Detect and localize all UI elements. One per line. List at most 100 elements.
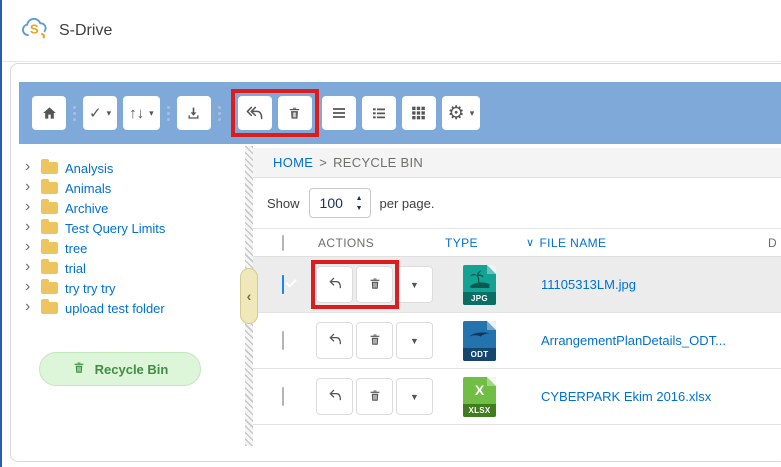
chevron-right-icon[interactable]: › — [25, 298, 31, 315]
folder-label[interactable]: upload test folder — [65, 300, 165, 316]
highlighted-toolbar-group — [230, 89, 319, 137]
row-restore-button[interactable] — [316, 322, 353, 359]
chevron-down-icon: ▾ — [149, 107, 154, 118]
chevron-right-icon[interactable]: › — [25, 178, 31, 195]
detail-view-icon — [371, 106, 387, 120]
folder-label[interactable]: tree — [65, 240, 88, 256]
file-name-link[interactable]: CYBERPARK Ekim 2016.xlsx — [541, 389, 712, 404]
recycle-bin-button[interactable]: Recycle Bin — [39, 352, 201, 386]
jpg-file-icon: JPG — [463, 264, 496, 305]
sidebar-folder-upload-test-folder[interactable]: › upload test folder — [25, 298, 245, 318]
sidebar-folder-animals[interactable]: › Animals — [25, 178, 245, 198]
table-row[interactable]: ▼ ODT ArrangementPlanDetails_ODT... — [253, 313, 781, 369]
page-size-stepper[interactable]: 100 ▲ ▼ — [308, 188, 371, 218]
table-header-row: ACTIONS TYPE ∨ FILE NAME D — [253, 229, 781, 257]
chevron-right-icon[interactable]: › — [25, 278, 31, 295]
chevron-right-icon[interactable]: › — [25, 238, 31, 255]
detail-view-button[interactable] — [361, 96, 396, 130]
folder-label[interactable]: Analysis — [65, 160, 114, 176]
sidebar-folder-analysis[interactable]: › Analysis — [25, 158, 245, 178]
row-checkbox-checked[interactable] — [282, 274, 284, 294]
stepper-down-icon[interactable]: ▼ — [355, 204, 363, 212]
breadcrumb: HOME > RECYCLE BIN — [253, 148, 781, 178]
caret-down-icon: ▼ — [410, 391, 419, 402]
row-more-actions-button[interactable]: ▼ — [396, 378, 433, 415]
sidebar-folder-tree[interactable]: › tree — [25, 238, 245, 258]
trash-icon — [287, 105, 302, 121]
sidebar-collapse-handle[interactable]: ‹ — [240, 268, 258, 324]
folder-icon — [41, 259, 58, 274]
stepper-up-icon[interactable]: ▲ — [355, 194, 363, 202]
file-name-link[interactable]: ArrangementPlanDetails_ODT... — [541, 333, 726, 348]
odt-file-icon: ODT — [463, 320, 496, 361]
row-delete-button[interactable] — [356, 322, 393, 359]
recycle-bin-label: Recycle Bin — [94, 361, 169, 377]
sort-arrows-icon: ↑↓ — [129, 104, 145, 122]
bird-art — [463, 321, 496, 348]
download-button[interactable] — [176, 96, 211, 130]
pane-resizer[interactable]: ‹ — [240, 146, 258, 446]
sidebar-folder-trial[interactable]: › trial — [25, 258, 245, 278]
column-header-type[interactable]: TYPE — [445, 235, 478, 250]
restore-icon — [327, 332, 343, 349]
folder-icon — [41, 199, 58, 214]
chevron-down-icon: ▾ — [106, 107, 112, 118]
svg-text:S: S — [30, 22, 39, 37]
breadcrumb-home-link[interactable]: HOME — [273, 155, 314, 170]
folder-label[interactable]: try try try — [65, 280, 116, 296]
table-row[interactable]: ▼ X XLSX CYBERPARK Ekim 2016.xlsx — [253, 369, 781, 425]
xlsx-file-icon: X XLSX — [463, 376, 496, 417]
stepper-arrows: ▲ ▼ — [356, 195, 363, 212]
chevron-right-icon[interactable]: › — [25, 258, 31, 275]
restore-icon — [327, 388, 343, 405]
toolbar-separator-dots — [73, 105, 76, 121]
recycle-bin-trash-icon — [72, 360, 86, 378]
sidebar-folder-archive[interactable]: › Archive — [25, 198, 245, 218]
caret-down-icon: ▼ — [410, 335, 419, 346]
chevron-right-icon[interactable]: › — [25, 158, 31, 175]
column-header-file-name[interactable]: FILE NAME — [539, 235, 607, 250]
sdrive-cloud-logo-icon: S — [20, 16, 50, 45]
row-more-actions-button[interactable]: ▼ — [396, 266, 433, 303]
row-more-actions-button[interactable]: ▼ — [396, 322, 433, 359]
row-checkbox[interactable] — [282, 330, 284, 350]
grid-view-button[interactable] — [401, 96, 436, 130]
folder-label[interactable]: Animals — [65, 180, 112, 196]
file-name-link[interactable]: 11105313LM.jpg — [541, 277, 636, 292]
page-size-value[interactable]: 100 — [319, 195, 343, 211]
highlighted-row-actions — [311, 260, 399, 309]
folder-label[interactable]: Test Query Limits — [65, 220, 166, 236]
select-all-dropdown-button[interactable]: ✓ ▾ — [83, 96, 118, 130]
window-edge-strip — [0, 0, 2, 467]
content-area: › Analysis › Animals › Archive › Test Qu… — [11, 144, 781, 461]
row-delete-button[interactable] — [356, 378, 393, 415]
row-checkbox[interactable] — [282, 386, 284, 406]
page-size-row: Show 100 ▲ ▼ per page. — [253, 178, 781, 229]
row-restore-button[interactable] — [316, 378, 353, 415]
gear-icon: ⚙ — [447, 102, 465, 124]
row-delete-button[interactable] — [356, 266, 393, 303]
folder-label[interactable]: Archive — [65, 200, 109, 216]
table-row[interactable]: ▼ JPG 1110531 — [253, 257, 781, 313]
sidebar-folder-try-try-try[interactable]: › try try try — [25, 278, 245, 298]
chevron-right-icon[interactable]: › — [25, 218, 31, 235]
row-restore-button[interactable] — [316, 266, 353, 303]
select-all-checkbox[interactable] — [282, 234, 284, 251]
restore-all-button[interactable] — [237, 96, 272, 130]
list-view-button[interactable] — [321, 96, 356, 130]
home-button[interactable] — [32, 96, 66, 130]
sidebar-folder-test-query-limits[interactable]: › Test Query Limits — [25, 218, 245, 238]
chevron-right-icon[interactable]: › — [25, 198, 31, 215]
folder-label[interactable]: trial — [65, 260, 86, 276]
sort-dropdown-button[interactable]: ↑↓ ▾ — [123, 96, 160, 130]
download-icon — [185, 105, 202, 121]
file-toolbar: ✓ ▾ ↑↓ ▾ — [19, 82, 781, 144]
toolbar-separator-dots — [217, 105, 221, 121]
trash-icon — [368, 332, 382, 350]
chevron-left-icon: ‹ — [246, 288, 252, 304]
chevron-down-icon: ▾ — [469, 107, 475, 118]
page-size-label-before: Show — [267, 195, 300, 211]
folder-icon — [41, 279, 58, 294]
delete-button[interactable] — [277, 96, 312, 130]
settings-dropdown-button[interactable]: ⚙ ▾ — [441, 96, 481, 130]
